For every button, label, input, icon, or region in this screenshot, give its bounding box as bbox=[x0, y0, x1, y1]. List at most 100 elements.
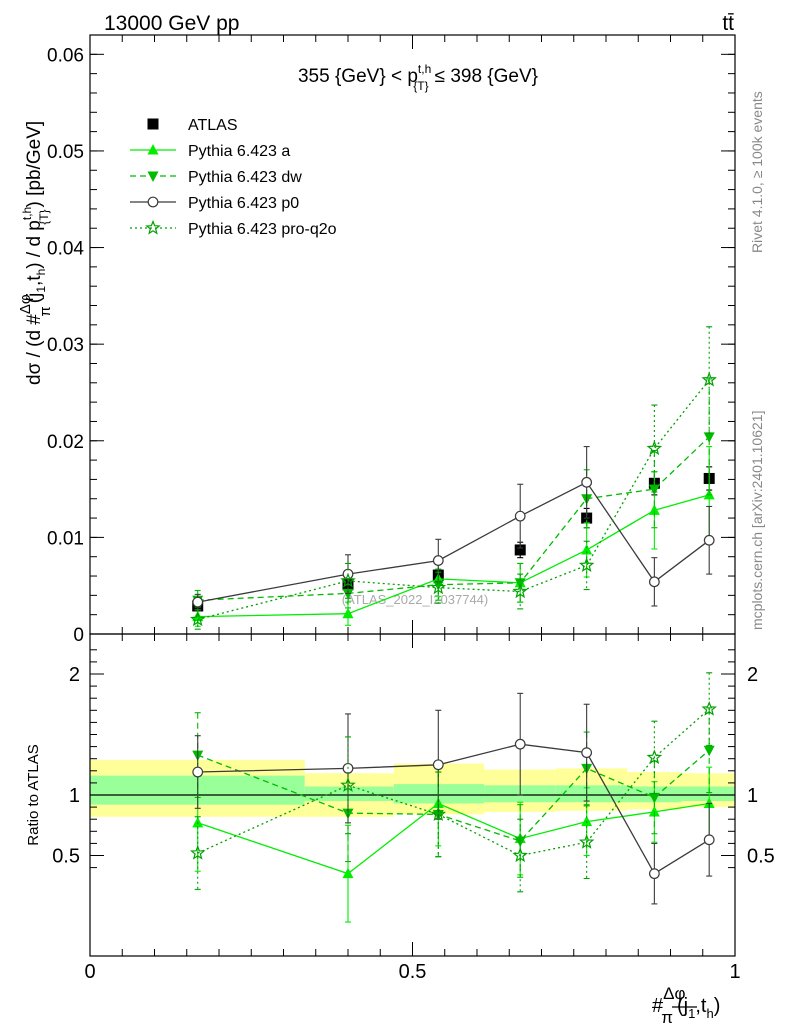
legend-entry-atlas: ATLAS bbox=[147, 117, 238, 134]
main-frame bbox=[89, 34, 736, 635]
data-point-pythia-6-423-pro-q2o bbox=[578, 557, 595, 573]
data-point-pythia-6-423-dw bbox=[648, 484, 660, 496]
ratio-error-bar-pythia-6-423-pro-q2o bbox=[583, 805, 590, 880]
error-bar-pythia-6-423-pro-q2o bbox=[194, 609, 201, 630]
main-plot: (ATLAS_2022_I2037744) 00.010.020.030.040… bbox=[17, 34, 736, 646]
data-point-pythia-6-423-pro-q2o bbox=[430, 579, 447, 595]
legend-marker-pythia-6-423-p0 bbox=[147, 196, 159, 208]
main-y-axis-label: dσ / (d #Δφ π(j1,th) / d pt,h {T}) [pb/GeV… bbox=[17, 121, 54, 385]
header-process-label: tt̄ bbox=[722, 12, 734, 35]
ratio-y-tick-label-right: 0.5 bbox=[747, 846, 775, 868]
y-tick-label: 0.05 bbox=[47, 142, 84, 163]
series-atlas bbox=[192, 466, 715, 612]
rivet-version-label: Rivet 4.1.0, ≥ 100k events bbox=[749, 91, 765, 253]
data-point-pythia-6-423-dw bbox=[432, 580, 444, 591]
ratio-point-pythia-6-423-pro-q2o bbox=[189, 844, 206, 860]
ratio-inner-band bbox=[304, 786, 394, 802]
y-tick-label: 0.02 bbox=[47, 432, 84, 453]
legend-label-pythia-6-423-p0: Pythia 6.423 p0 bbox=[188, 195, 299, 212]
ratio-series-pythia-6-423-pro-q2o bbox=[189, 672, 717, 893]
legend: ATLAS Pythia 6.423 a Pythia 6.423 dw Pythia… bbox=[130, 117, 337, 238]
mcplots-label: mcplots.cern.ch [arXiv:2401.10621] bbox=[749, 411, 765, 630]
data-point-pythia-6-423-p0 bbox=[514, 510, 526, 522]
ratio-uncertainty-bands bbox=[90, 759, 735, 817]
data-point-pythia-6-423-dw bbox=[703, 432, 715, 443]
legend-marker-pythia-6-423-a bbox=[147, 144, 159, 155]
ratio-y-tick-label: 1 bbox=[69, 785, 80, 807]
ratio-inner-band bbox=[393, 784, 485, 804]
error-bar-pythia-6-423-pro-q2o bbox=[706, 326, 713, 434]
legend-entry-pythia-6-423-dw: Pythia 6.423 dw bbox=[130, 169, 302, 186]
series-line-pythia-6-423-dw bbox=[197, 436, 710, 601]
ratio-inner-band bbox=[555, 785, 628, 803]
x-tick-label: 1 bbox=[729, 961, 740, 983]
data-point-pythia-6-423-pro-q2o bbox=[512, 583, 528, 599]
y-tick-label: 0.06 bbox=[47, 45, 84, 66]
y-tick-label: 0.01 bbox=[47, 528, 84, 549]
legend-label-pythia-6-423-a: Pythia 6.423 a bbox=[188, 143, 290, 160]
y-tick-label: 0.03 bbox=[47, 335, 84, 356]
error-bar-pythia-6-423-pro-q2o bbox=[583, 540, 590, 591]
data-point-pythia-6-423-pro-q2o bbox=[340, 572, 356, 588]
error-bar-pythia-6-423-dw bbox=[706, 378, 713, 496]
legend-marker-pythia-6-423-pro-q2o bbox=[145, 219, 161, 235]
data-point-pythia-6-423-a bbox=[342, 607, 354, 619]
ratio-point-pythia-6-423-dw bbox=[648, 792, 660, 804]
data-point-pythia-6-423-p0 bbox=[192, 596, 204, 608]
data-point-pythia-6-423-a bbox=[648, 504, 660, 515]
ratio-error-bar-pythia-6-423-pro-q2o bbox=[706, 672, 713, 746]
series-pythia-6-423-pro-q2o bbox=[189, 326, 717, 630]
x-tick-label: 0.5 bbox=[399, 961, 427, 983]
ratio-point-pythia-6-423-p0 bbox=[581, 747, 593, 759]
ratio-point-pythia-6-423-pro-q2o bbox=[646, 749, 663, 765]
ratio-point-pythia-6-423-a bbox=[342, 867, 354, 879]
ratio-point-pythia-6-423-pro-q2o bbox=[578, 834, 595, 849]
ratio-point-pythia-6-423-pro-q2o bbox=[701, 700, 717, 716]
ratio-point-pythia-6-423-p0 bbox=[432, 759, 444, 771]
data-point-pythia-6-423-a bbox=[581, 543, 593, 555]
legend-label-pythia-6-423-pro-q2o: Pythia 6.423 pro-q2o bbox=[188, 221, 337, 238]
data-point-pythia-6-423-p0 bbox=[648, 576, 660, 588]
main-axis-ticks: 0 0.01 0.02 0.03 0.04 0.05 0.06 bbox=[47, 34, 736, 646]
data-point-pythia-6-423-pro-q2o bbox=[701, 371, 717, 387]
series-line-pythia-6-423-pro-q2o bbox=[197, 379, 710, 621]
ratio-plot: 0.5 0.5 1 1 2 2 0 0.5 1 Ratio to ATLAS #Δφ π(j1,t… bbox=[25, 633, 775, 1024]
error-bar-pythia-6-423-pro-q2o bbox=[345, 562, 351, 599]
y-tick-label: 0.04 bbox=[47, 239, 84, 260]
ratio-point-pythia-6-423-dw bbox=[703, 745, 715, 757]
ratio-point-pythia-6-423-dw bbox=[514, 836, 526, 847]
ratio-point-pythia-6-423-a bbox=[703, 797, 715, 808]
ratio-error-bar-pythia-6-423-pro-q2o bbox=[517, 818, 524, 893]
ratio-axis-ticks: 0.5 0.5 1 1 2 2 0 0.5 1 bbox=[52, 634, 775, 983]
ratio-error-bar-pythia-6-423-pro-q2o bbox=[435, 771, 442, 858]
ratio-error-bar-pythia-6-423-pro-q2o bbox=[651, 720, 658, 795]
ratio-inner-band bbox=[681, 786, 735, 802]
header-energy-label: 13000 GeV pp bbox=[104, 12, 239, 35]
svg-text:#Δφπ(j1,th): #Δφ π(j1,th) bbox=[652, 984, 720, 1024]
main-series-layer bbox=[189, 326, 717, 630]
data-point-pythia-6-423-pro-q2o bbox=[646, 440, 663, 456]
ratio-point-pythia-6-423-p0 bbox=[648, 868, 660, 880]
series-line-pythia-6-423-p0 bbox=[197, 481, 710, 603]
legend-entry-pythia-6-423-p0: Pythia 6.423 p0 bbox=[130, 195, 299, 212]
ratio-error-bar-pythia-6-423-pro-q2o bbox=[194, 816, 201, 890]
data-point-pythia-6-423-p0 bbox=[703, 534, 715, 546]
ratio-y-tick-label-right: 1 bbox=[747, 785, 758, 807]
data-point-pythia-6-423-pro-q2o bbox=[189, 611, 206, 627]
legend-label-atlas: ATLAS bbox=[188, 117, 238, 134]
chart-title: 355 {GeV} < pt,h {T} ≤ 398 {GeV} bbox=[298, 62, 538, 93]
ratio-point-pythia-6-423-p0 bbox=[703, 834, 715, 846]
ratio-y-tick-label: 2 bbox=[69, 664, 80, 686]
ratio-y-axis-label: Ratio to ATLAS bbox=[25, 744, 42, 845]
legend-marker-atlas bbox=[147, 118, 159, 130]
data-point-atlas bbox=[514, 544, 526, 556]
legend-label-pythia-6-423-dw: Pythia 6.423 dw bbox=[188, 169, 302, 186]
ratio-point-pythia-6-423-p0 bbox=[192, 766, 204, 778]
ratio-y-tick-label: 0.5 bbox=[52, 846, 80, 868]
y-tick-label: 0 bbox=[73, 625, 84, 646]
ratio-point-pythia-6-423-pro-q2o bbox=[430, 806, 447, 821]
error-bar-pythia-6-423-pro-q2o bbox=[517, 573, 524, 610]
ratio-y-tick-label-right: 2 bbox=[747, 664, 758, 686]
data-point-pythia-6-423-p0 bbox=[581, 476, 593, 488]
